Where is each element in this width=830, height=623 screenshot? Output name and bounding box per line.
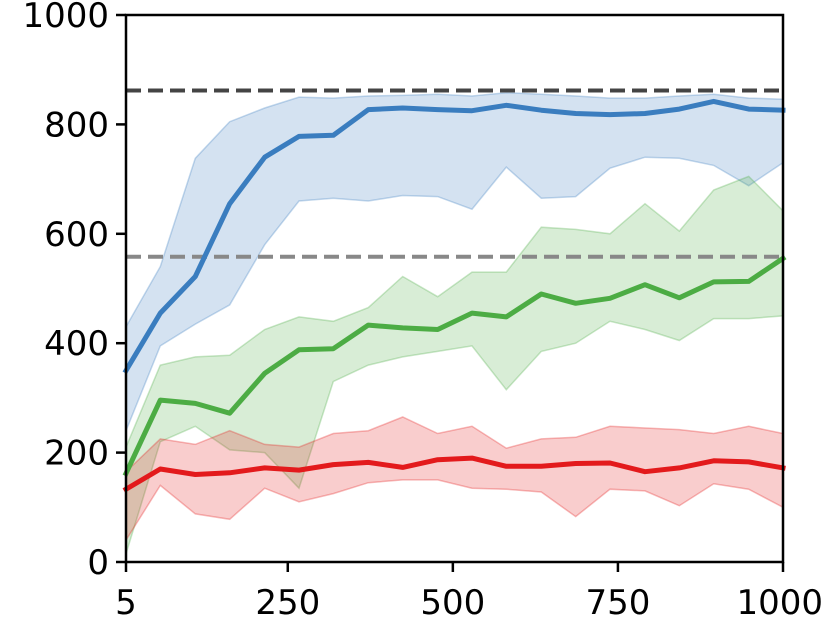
y-tick-label: 200 bbox=[44, 434, 109, 474]
series-line-green bbox=[122, 254, 787, 477]
series-lines bbox=[122, 98, 787, 493]
band-red bbox=[125, 416, 784, 543]
x-tick-label: 250 bbox=[255, 583, 320, 623]
x-tick-label: 5 bbox=[115, 583, 137, 623]
x-tick-label: 1000 bbox=[736, 583, 823, 623]
series-line-red bbox=[122, 455, 786, 493]
y-tick-label: 0 bbox=[87, 543, 109, 583]
axes: 0 200 400 600 800 1000 5 250 500 750 1000 bbox=[22, 0, 823, 623]
y-tick-label: 400 bbox=[44, 324, 109, 364]
x-tick-label: 750 bbox=[585, 583, 650, 623]
x-tick-label: 500 bbox=[420, 583, 485, 623]
y-tick-label: 600 bbox=[44, 215, 109, 255]
y-tick-label: 1000 bbox=[22, 0, 109, 36]
plot-frame bbox=[124, 13, 785, 564]
y-tick-label: 800 bbox=[44, 105, 109, 145]
series-line-blue bbox=[122, 98, 786, 375]
